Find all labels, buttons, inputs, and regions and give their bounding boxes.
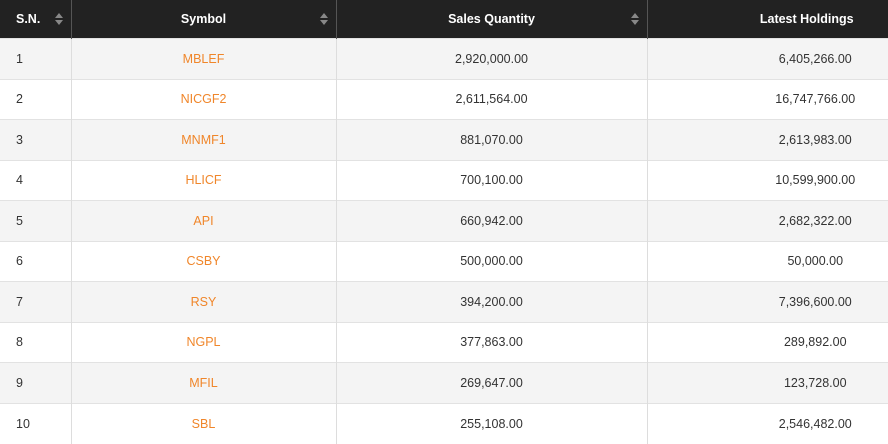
table-row: 8 NGPL 377,863.00 289,892.00: [0, 321, 888, 363]
table-cell: 123,728.00: [647, 362, 888, 403]
table-row: 6 CSBY 500,000.00 50,000.00: [0, 240, 888, 282]
table-cell: 2,546,482.00: [647, 402, 888, 444]
table-cell: 16,747,766.00: [647, 78, 888, 120]
table-row: 7 RSY 394,200.00 7,396,600.00: [0, 281, 888, 322]
symbol-link[interactable]: CSBY: [71, 240, 337, 282]
table-cell: 2,920,000.00: [336, 38, 648, 79]
table-cell: 7: [0, 281, 72, 322]
table-row: 5 API 660,942.00 2,682,322.00: [0, 200, 888, 241]
symbol-link[interactable]: API: [71, 200, 337, 241]
header-cell[interactable]: Latest Holdings: [647, 0, 888, 39]
table-cell: 394,200.00: [336, 281, 648, 322]
table-cell: 269,647.00: [336, 362, 648, 403]
symbol-link[interactable]: MNMF1: [71, 119, 337, 160]
sort-icon[interactable]: [54, 13, 63, 25]
sort-icon[interactable]: [630, 13, 639, 25]
table-cell: 6,405,266.00: [647, 38, 888, 79]
table-row: 9 MFIL 269,647.00 123,728.00: [0, 362, 888, 403]
table-row: 4 HLICF 700,100.00 10,599,900.00: [0, 159, 888, 201]
table-cell: 881,070.00: [336, 119, 648, 160]
header-text: Latest Holdings: [759, 12, 854, 26]
table-cell: 377,863.00: [336, 321, 648, 363]
header-text: Sales Quantity: [448, 12, 535, 26]
table-cell: 50,000.00: [647, 240, 888, 282]
table-cell: 2,613,983.00: [647, 119, 888, 160]
table-row: 2 NICGF2 2,611,564.00 16,747,766.00: [0, 78, 888, 120]
symbol-link[interactable]: RSY: [71, 281, 337, 322]
table-cell: 2: [0, 78, 72, 120]
header-text: S.N.: [16, 12, 41, 26]
table-cell: 500,000.00: [336, 240, 648, 282]
table-cell: 255,108.00: [336, 402, 648, 444]
symbol-link[interactable]: NGPL: [71, 321, 337, 363]
table-cell: 3: [0, 119, 72, 160]
table-body: 1 MBLEF 2,920,000.00 6,405,266.00 2 NICGF2 2,6…: [0, 38, 888, 444]
table-row: 1 MBLEF 2,920,000.00 6,405,266.00: [0, 38, 888, 79]
table-cell: 660,942.00: [336, 200, 648, 241]
table-row: 3 MNMF1 881,070.00 2,613,983.00: [0, 119, 888, 160]
table-cell: 8: [0, 321, 72, 363]
table-cell: 4: [0, 159, 72, 201]
symbol-link[interactable]: MFIL: [71, 362, 337, 403]
symbol-link[interactable]: SBL: [71, 402, 337, 444]
table-cell: 1: [0, 38, 72, 79]
table-cell: 10,599,900.00: [647, 159, 888, 201]
table-cell: 10: [0, 402, 72, 444]
sort-icon[interactable]: [319, 13, 328, 25]
table-cell: 6: [0, 240, 72, 282]
table-cell: 700,100.00: [336, 159, 648, 201]
table-cell: 2,611,564.00: [336, 78, 648, 120]
header-text: Symbol: [180, 12, 227, 26]
header-row: S.N. Symbol Sales Quantity Latest Holdin…: [0, 0, 888, 39]
header-cell[interactable]: S.N.: [0, 0, 72, 39]
symbol-link[interactable]: HLICF: [71, 159, 337, 201]
symbol-link[interactable]: NICGF2: [71, 78, 337, 120]
symbol-link[interactable]: MBLEF: [71, 38, 337, 79]
table-cell: 9: [0, 362, 72, 403]
header-cell[interactable]: Sales Quantity: [336, 0, 648, 39]
table-cell: 289,892.00: [647, 321, 888, 363]
header-cell[interactable]: Symbol: [71, 0, 337, 39]
table-row: 10 SBL 255,108.00 2,546,482.00: [0, 402, 888, 444]
table-cell: 2,682,322.00: [647, 200, 888, 241]
table-cell: 5: [0, 200, 72, 241]
table-cell: 7,396,600.00: [647, 281, 888, 322]
